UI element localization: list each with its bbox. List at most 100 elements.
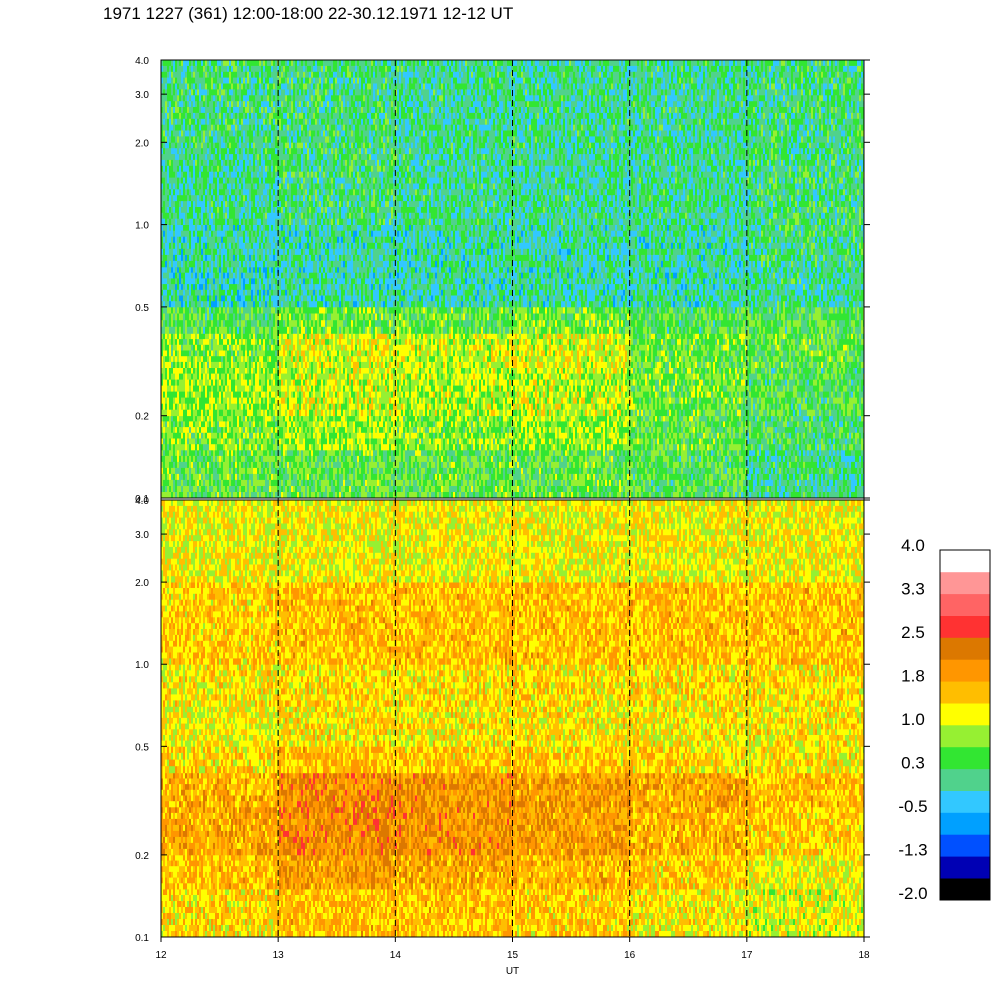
- heatmap-cell: [279, 119, 281, 125]
- heatmap-cell: [247, 327, 249, 334]
- heatmap-cell: [199, 296, 201, 302]
- heatmap-cell: [257, 327, 259, 334]
- heatmap-cell: [203, 207, 205, 213]
- top-spectrogram-panel: [161, 60, 865, 498]
- heatmap-cell: [269, 492, 271, 498]
- heatmap-cell: [185, 398, 187, 404]
- heatmap-cell: [235, 172, 237, 178]
- heatmap-cell: [215, 284, 217, 290]
- heatmap-cell: [259, 474, 261, 480]
- heatmap-cell: [263, 84, 265, 90]
- heatmap-cell: [281, 273, 283, 279]
- heatmap-cell: [261, 184, 263, 190]
- heatmap-cell: [291, 142, 293, 148]
- heatmap-cell: [167, 392, 169, 398]
- heatmap-cell: [265, 278, 267, 284]
- heatmap-cell: [221, 314, 223, 321]
- heatmap-cell: [243, 243, 245, 249]
- heatmap-cell: [179, 468, 181, 474]
- heatmap-cell: [199, 89, 201, 95]
- heatmap-cell: [263, 213, 265, 219]
- heatmap-cell: [227, 66, 229, 72]
- heatmap-cell: [243, 66, 245, 72]
- heatmap-cell: [295, 320, 297, 327]
- heatmap-cell: [223, 339, 225, 345]
- heatmap-cell: [167, 450, 169, 456]
- heatmap-cell: [247, 278, 249, 284]
- heatmap-cell: [231, 410, 233, 416]
- heatmap-cell: [225, 172, 227, 178]
- heatmap-cell: [195, 468, 197, 474]
- heatmap-cell: [177, 314, 179, 321]
- heatmap-cell: [179, 231, 181, 237]
- heatmap-cell: [171, 166, 173, 172]
- heatmap-cell: [209, 178, 211, 184]
- heatmap-cell: [195, 131, 197, 137]
- heatmap-cell: [251, 172, 253, 178]
- heatmap-cell: [229, 398, 231, 404]
- heatmap-cell: [169, 107, 171, 113]
- heatmap-cell: [203, 160, 205, 166]
- heatmap-cell: [171, 410, 173, 416]
- heatmap-cell: [293, 231, 295, 237]
- heatmap-cell: [225, 107, 227, 113]
- heatmap-cell: [211, 374, 213, 380]
- heatmap-cell: [263, 450, 265, 456]
- heatmap-cell: [167, 184, 169, 190]
- heatmap-cell: [177, 356, 179, 362]
- heatmap-cell: [211, 72, 213, 78]
- heatmap-cell: [265, 486, 267, 492]
- heatmap-cell: [287, 119, 289, 125]
- heatmap-cell: [227, 380, 229, 386]
- heatmap-cell: [255, 148, 257, 154]
- heatmap-cell: [217, 267, 219, 273]
- heatmap-cell: [163, 474, 165, 480]
- heatmap-cell: [263, 136, 265, 142]
- heatmap-cell: [271, 468, 273, 474]
- heatmap-cell: [179, 314, 181, 321]
- heatmap-cell: [177, 243, 179, 249]
- heatmap-cell: [235, 154, 237, 160]
- heatmap-cell: [227, 314, 229, 321]
- heatmap-cell: [243, 444, 245, 450]
- heatmap-cell: [167, 225, 169, 231]
- heatmap-cell: [183, 267, 185, 273]
- heatmap-cell: [183, 345, 185, 351]
- heatmap-cell: [253, 255, 255, 261]
- heatmap-cell: [241, 136, 243, 142]
- heatmap-cell: [247, 374, 249, 380]
- heatmap-cell: [251, 333, 253, 339]
- heatmap-cell: [193, 314, 195, 321]
- heatmap-cell: [167, 72, 169, 78]
- heatmap-cell: [229, 160, 231, 166]
- heatmap-cell: [285, 136, 287, 142]
- heatmap-cell: [289, 60, 291, 66]
- heatmap-cell: [287, 160, 289, 166]
- heatmap-cell: [187, 339, 189, 345]
- heatmap-cell: [203, 261, 205, 267]
- heatmap-cell: [187, 72, 189, 78]
- heatmap-cell: [249, 231, 251, 237]
- heatmap-cell: [185, 416, 187, 422]
- heatmap-cell: [237, 404, 239, 410]
- heatmap-cell: [201, 307, 203, 314]
- heatmap-cell: [231, 345, 233, 351]
- heatmap-cell: [295, 278, 297, 284]
- heatmap-cell: [255, 66, 257, 72]
- heatmap-cell: [213, 327, 215, 334]
- heatmap-cell: [215, 89, 217, 95]
- heatmap-cell: [247, 410, 249, 416]
- heatmap-cell: [207, 89, 209, 95]
- heatmap-cell: [171, 314, 173, 321]
- heatmap-cell: [183, 480, 185, 486]
- heatmap-cell: [249, 421, 251, 427]
- heatmap-cell: [199, 261, 201, 267]
- heatmap-cell: [203, 237, 205, 243]
- heatmap-cell: [211, 351, 213, 357]
- heatmap-cell: [175, 189, 177, 195]
- heatmap-cell: [195, 166, 197, 172]
- heatmap-cell: [227, 243, 229, 249]
- heatmap-cell: [253, 267, 255, 273]
- heatmap-cell: [205, 261, 207, 267]
- heatmap-cell: [219, 462, 221, 468]
